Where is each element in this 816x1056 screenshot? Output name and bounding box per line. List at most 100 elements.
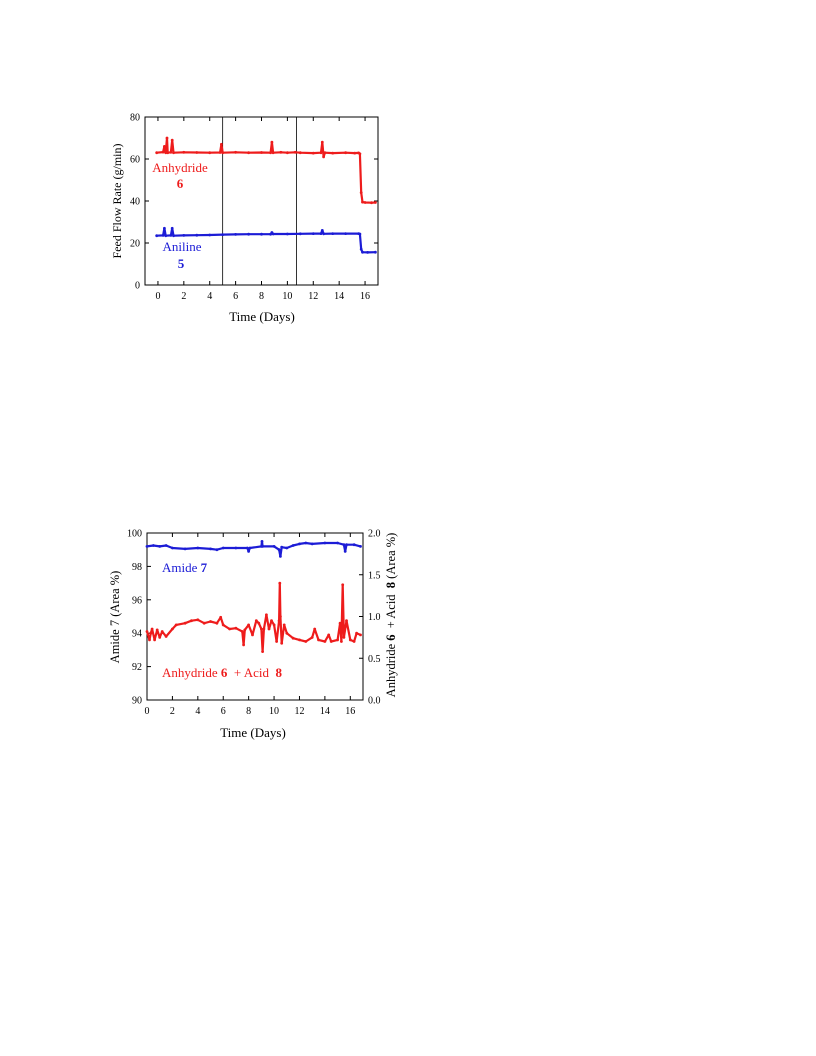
anhydride-6-point [359,191,363,195]
aniline-5-point [247,232,251,236]
amide-7-point [352,543,356,547]
amide-7-point [152,544,155,547]
amide-7-point [277,548,281,552]
x-tick-label: 8 [246,706,251,717]
x-tick-label: 0 [145,706,150,717]
anhydride-6-acid-8-point [160,630,164,633]
x-tick-label: 2 [170,706,175,717]
anhydride-6-acid-8-point [280,641,284,645]
anhydride-6-point [195,151,199,154]
anhydride-6-point [260,151,263,154]
anhydride-6-acid-8-line [145,582,361,653]
anhydride-6-acid-8-point [336,638,339,642]
amide-7-point [145,545,149,548]
chart2-series [145,540,362,653]
anhydride-6-point [221,151,225,155]
x-tick-label: 14 [334,291,344,302]
anhydride-6-point [170,138,174,142]
anhydride-6-acid-8-point [352,640,356,643]
anhydride-6-point [293,150,297,154]
anhydride-6-acid-8-point [221,623,225,627]
anhydride-6-acid-8-point [329,640,333,643]
anhydride-6-acid-8-point [340,640,343,643]
chart1-phase-dividers [222,117,297,285]
x-tick-label: 16 [360,291,370,302]
y2-tick-label: 0.0 [368,696,381,707]
aniline-5-point [344,232,347,236]
amide-7-point [247,550,251,553]
aniline-5-point [271,232,275,236]
anhydride-6-point [172,151,175,155]
anhydride-6-point [323,151,327,155]
anhydride-6-acid-8-point [247,623,251,627]
anhydride-6-acid-8-point [313,627,317,631]
amide-7-point [359,545,362,548]
anhydride-6-acid-8-point [345,619,348,623]
y-tick-label: 20 [130,239,140,250]
anhydride-6-acid-8-point [153,638,157,642]
aniline-5-point [161,234,165,237]
amide-7-point [298,542,301,546]
y2-tick-label: 0.5 [368,654,381,665]
anhydride-6-point [363,201,367,204]
anhydride-6-point [279,150,283,154]
anhydride-6-point [374,201,377,204]
anhydride-6-point [155,151,159,155]
aniline-annotation: Aniline [163,239,202,254]
x-tick-label: 6 [221,706,226,717]
anhydride-6-acid-8-point [150,627,154,631]
anhydride-6-acid-8-point [190,619,193,623]
anhydride-6-acid-8-point [270,619,273,623]
chart1-ticks: 0 2 4 6 8 10 12 14 16 0 20 40 60 80 [130,113,378,302]
aniline-5-point [170,226,174,230]
chart1-ylabel: Feed Flow Rate (g/min) [110,144,124,259]
aniline-annotation-number: 5 [178,256,185,271]
anhydride-6-point [220,142,223,146]
x-tick-label: 8 [259,291,264,302]
chart2-ylabel: Amide 7 (Area %) [108,571,122,664]
amide-7-point [336,541,339,545]
anhydride-6-point [311,151,315,155]
anhydride-6-acid-8-point [164,635,168,638]
anhydride-6-acid-8-point [234,626,238,630]
aniline-5-point [155,234,159,238]
anhydride-6-point [169,150,173,154]
anhydride-annotation-text: Anhydride [152,160,208,175]
anhydride-6-point [164,151,168,155]
amide-7-point [246,546,249,550]
x-tick-label: 14 [320,706,330,717]
anhydride-6-acid-8-point [278,581,282,585]
y-tick-label: 40 [130,197,140,208]
anhydride-6-acid-8-point [254,619,258,623]
anhydride-6-acid-8-point [275,640,278,643]
y2-tick-label: 1.0 [368,612,381,623]
chart1-series [155,136,377,254]
anhydride-6-acid-8-point [359,633,362,637]
y-tick-label: 0 [135,281,140,292]
anhydride-6-point [370,201,373,205]
anhydride-6-acid-8-point [202,621,206,625]
amide-7-point [183,547,187,551]
anhydride-6-acid-8-point [338,621,342,625]
chart2-ticks: 0 2 4 6 8 10 12 14 16 90 92 94 96 98 100 0.0 0.5 1.0 1.5 2.… [127,529,381,718]
amide-7-point [345,543,348,547]
anhydride-6-point [322,155,325,159]
amide-7-point [260,540,264,543]
chart1-xlabel: Time (Days) [229,309,295,324]
chart2-xlabel: Time (Days) [220,725,286,740]
y-tick-label: 94 [132,629,142,640]
anhydride-6-point [247,151,251,155]
anhydride-6-line [156,136,376,204]
amide-7-point [215,548,219,552]
anhydride-6-acid-8-point [279,615,282,618]
x-tick-label: 6 [233,291,238,302]
anhydride-6-point [208,151,212,155]
amide-7-point [221,546,225,550]
aniline-annotation-text: Aniline [163,239,202,254]
anhydride-annotation: Anhydride [152,160,208,175]
anhydride-6-acid-8-point [265,613,268,617]
aniline-5-point [260,232,263,236]
anhydride-6-acid-8-point [277,619,281,623]
y2-tick-label: 1.5 [368,570,381,581]
